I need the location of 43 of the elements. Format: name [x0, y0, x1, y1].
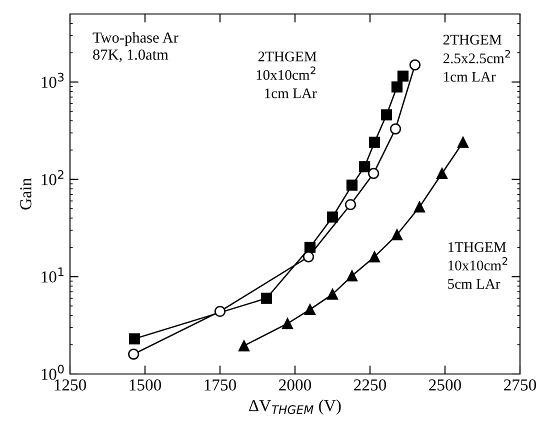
point: [397, 70, 409, 82]
point: [344, 199, 356, 210]
x-tick-label: 1250: [54, 379, 86, 391]
point: [238, 340, 250, 352]
point: [380, 109, 392, 120]
text: 2THGEM 10x10cm$^{2}$ 1cm LAr: [256, 52, 317, 98]
point: [282, 318, 294, 330]
point: [368, 136, 380, 148]
point: [128, 333, 140, 344]
point: [260, 292, 272, 304]
point: [436, 168, 448, 179]
annotation: Two-phase Ar 87K, 1.0atm: [92, 32, 178, 62]
x-tick-label: 1500: [130, 379, 162, 391]
x-tick-label: 2000: [279, 379, 312, 391]
y-tick-label: 10$^{3}$: [42, 72, 64, 88]
point: [391, 81, 403, 93]
point: [368, 251, 380, 262]
point: [414, 201, 426, 213]
x-tick-label: 2750: [504, 379, 536, 391]
point: [409, 59, 421, 70]
point: [326, 288, 338, 300]
point: [326, 211, 338, 223]
point: [346, 180, 358, 191]
x-axis-title: ΔV$_{THGEM}$ (V): [249, 400, 341, 415]
point: [302, 251, 314, 262]
point: [368, 168, 380, 179]
x-tick-label: 2500: [429, 379, 462, 391]
y-tick-label: 10$^{1}$: [42, 267, 64, 283]
x-tick-label: 2250: [354, 379, 386, 391]
point: [304, 304, 316, 316]
point: [214, 306, 226, 317]
point: [359, 161, 370, 172]
y-tick-label: 10$^{2}$: [42, 170, 64, 186]
y-tick-label: 10$^{0}$: [42, 364, 64, 380]
point: [390, 123, 402, 134]
y-axis-title: Gain: [20, 178, 32, 210]
text: 2THGEM 2.5x2.5cm$^{2}$ 1cm LAr: [443, 34, 510, 82]
point: [128, 348, 140, 360]
point: [457, 136, 469, 148]
text: 1THGEM 10x10cm$^{2}$ 5cm LAr: [448, 242, 508, 289]
point: [346, 270, 358, 282]
x-tick-label: 1750: [204, 379, 236, 391]
point: [391, 229, 403, 240]
